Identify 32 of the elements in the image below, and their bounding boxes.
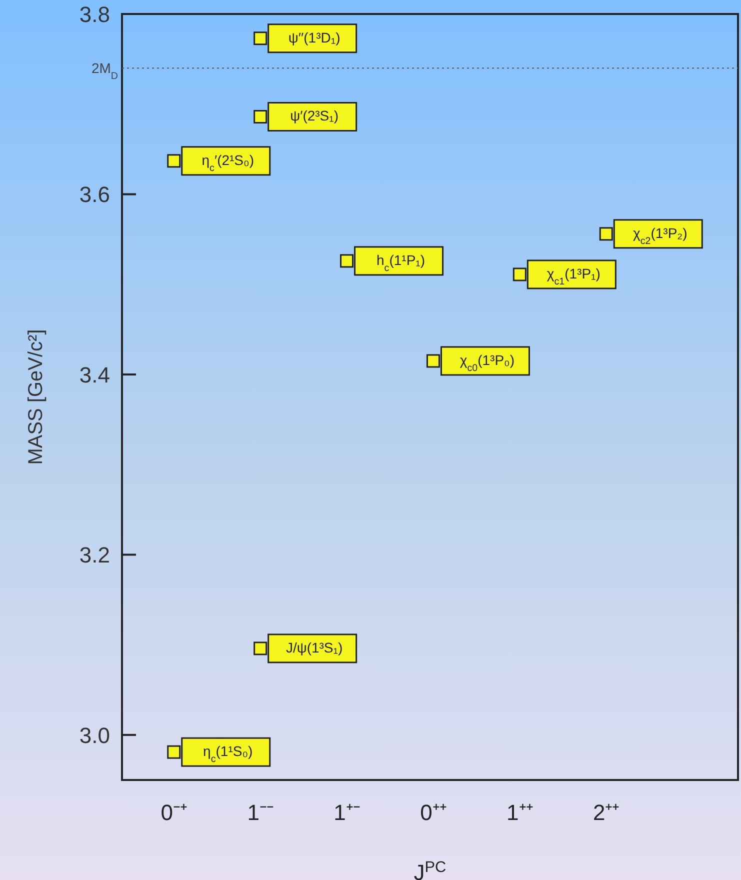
x-tick-label: 2⁺⁺ <box>593 800 620 825</box>
y-tick-label: 3.2 <box>79 542 110 568</box>
point <box>254 110 268 124</box>
point <box>254 32 268 46</box>
series-label: ψ′′(1³D₁) <box>288 29 340 46</box>
series-label: χ$_{c2}$(1³P₂) <box>632 224 688 246</box>
series-label: h$_{c}$(1¹P₁) <box>376 252 426 274</box>
series-label: χ$_{c0}$(1³P₀) <box>460 352 515 374</box>
x-tick-label: 1⁺⁺ <box>506 800 533 825</box>
y-tick-label: 3.8 <box>79 2 110 27</box>
series-label: η$_{c}$′(2¹S₀) <box>202 152 254 174</box>
x-tick-label: 0⁻⁺ <box>160 800 187 825</box>
series-label: η$_{c}$(1¹S₀) <box>203 743 253 765</box>
y-axis-title: MASS [GeV/c²] <box>25 329 47 465</box>
series-label: ψ′(2³S₁) <box>290 108 339 124</box>
y-tick-label: 3.4 <box>79 362 110 388</box>
series-label: J/ψ(1³S₁) <box>286 639 343 656</box>
x-axis-title: J$^{PC}$ <box>414 858 446 880</box>
y-tick-label: 3.6 <box>79 182 110 208</box>
point <box>512 268 526 282</box>
x-tick-label: 1⁻⁻ <box>247 800 274 825</box>
y-tick-label: 3.0 <box>79 722 110 748</box>
point <box>167 154 181 168</box>
x-tick-label: 0⁺⁺ <box>420 800 446 825</box>
point <box>426 354 440 368</box>
point <box>254 642 268 656</box>
ref-line-label: 2M$_{D}$ <box>91 60 118 82</box>
point <box>340 254 354 268</box>
series-label: χ$_{c1}$(1³P₁) <box>546 265 600 287</box>
x-tick-label: 1⁺⁻ <box>334 800 360 825</box>
point <box>599 227 613 241</box>
point <box>167 745 181 759</box>
